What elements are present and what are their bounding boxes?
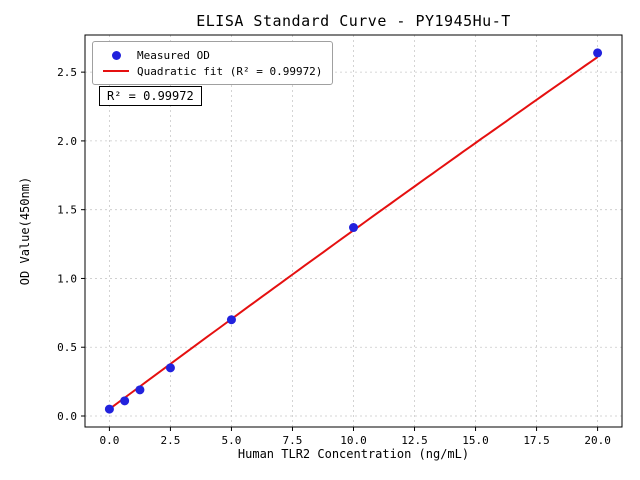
svg-text:1.5: 1.5 <box>57 204 77 217</box>
legend-label-measured-od: Measured OD <box>137 48 210 62</box>
svg-text:10.0: 10.0 <box>340 434 367 447</box>
svg-text:7.5: 7.5 <box>283 434 303 447</box>
svg-text:1.0: 1.0 <box>57 272 77 285</box>
chart-title: ELISA Standard Curve - PY1945Hu-T <box>196 12 511 30</box>
scatter-marker-icon <box>101 50 131 60</box>
svg-text:5.0: 5.0 <box>222 434 242 447</box>
svg-text:0.5: 0.5 <box>57 341 77 354</box>
svg-text:2.5: 2.5 <box>160 434 180 447</box>
fit-line-icon <box>101 70 131 72</box>
svg-text:0.0: 0.0 <box>99 434 119 447</box>
svg-text:15.0: 15.0 <box>462 434 489 447</box>
svg-text:2.5: 2.5 <box>57 66 77 79</box>
legend-item-measured-od: Measured OD <box>101 47 322 63</box>
legend: Measured OD Quadratic fit (R² = 0.99972) <box>92 41 334 85</box>
x-axis-label: Human TLR2 Concentration (ng/mL) <box>237 447 470 461</box>
svg-text:0.0: 0.0 <box>57 410 77 423</box>
r-squared-annotation: R² = 0.99972 <box>99 86 202 106</box>
svg-text:12.5: 12.5 <box>401 434 428 447</box>
y-axis-label: OD Value(450nm) <box>18 176 32 286</box>
legend-label-quadratic-fit: Quadratic fit (R² = 0.99972) <box>137 64 323 78</box>
svg-text:20.0: 20.0 <box>584 434 611 447</box>
svg-text:17.5: 17.5 <box>523 434 550 447</box>
legend-item-quadratic-fit: Quadratic fit (R² = 0.99972) <box>101 63 322 79</box>
svg-text:2.0: 2.0 <box>57 135 77 148</box>
